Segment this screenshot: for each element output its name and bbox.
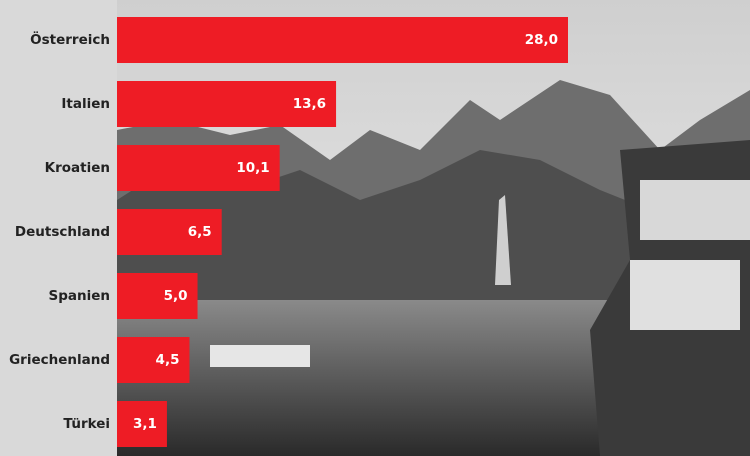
value-label: 6,5 <box>188 224 212 240</box>
bar <box>117 337 190 383</box>
category-label: Spanien <box>48 288 110 304</box>
value-label: 4,5 <box>156 352 180 368</box>
value-label: 5,0 <box>164 288 188 304</box>
value-label: 10,1 <box>236 160 269 176</box>
bar <box>117 145 280 191</box>
bar <box>117 401 167 447</box>
category-label: Italien <box>61 96 110 112</box>
bar <box>117 17 568 63</box>
value-label: 3,1 <box>133 416 157 432</box>
bar <box>117 209 222 255</box>
background-photo <box>117 0 750 456</box>
value-label: 28,0 <box>525 32 558 48</box>
bar <box>117 81 337 127</box>
bar <box>117 273 198 319</box>
category-label: Kroatien <box>45 160 110 176</box>
value-label: 13,6 <box>293 96 326 112</box>
label-panel <box>0 0 117 456</box>
category-label: Türkei <box>63 416 110 432</box>
category-label: Griechenland <box>9 352 110 368</box>
category-label: Österreich <box>30 30 110 48</box>
category-label: Deutschland <box>15 224 110 240</box>
